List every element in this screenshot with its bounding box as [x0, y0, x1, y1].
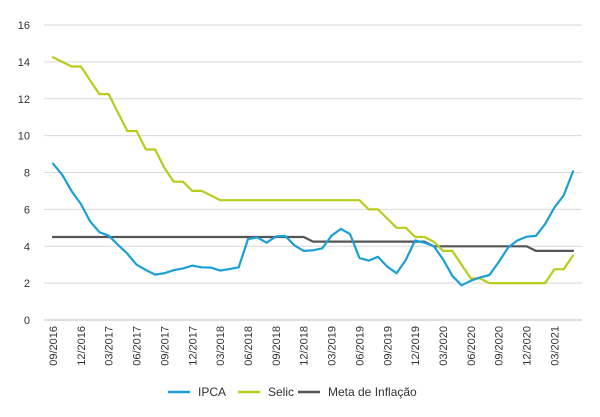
- x-tick-label: 09/2019: [382, 326, 394, 366]
- x-tick-label: 03/2018: [215, 326, 227, 366]
- x-tick-label: 06/2020: [466, 326, 478, 366]
- y-tick-label: 8: [24, 168, 30, 180]
- x-tick-label: 12/2016: [76, 326, 88, 366]
- y-tick-label: 6: [24, 204, 30, 216]
- x-tick-label: 06/2018: [243, 326, 255, 366]
- series-line-ipca: [51, 162, 575, 287]
- y-axis-ticks: 0 2 4 6 8 10 12 14 16: [18, 20, 30, 327]
- x-tick-label: 03/2019: [327, 326, 339, 366]
- legend-label: Meta de Inflação: [328, 385, 417, 399]
- gridlines: [44, 24, 582, 284]
- legend-label: IPCA: [198, 385, 226, 399]
- x-tick-label: 12/2018: [299, 326, 311, 366]
- x-tick-label: 03/2020: [438, 326, 450, 366]
- legend-label: Selic: [268, 385, 294, 399]
- y-tick-label: 14: [18, 57, 30, 69]
- legend: IPCA Selic Meta de Inflação: [168, 385, 417, 399]
- x-tick-label: 06/2017: [132, 326, 144, 366]
- x-tick-label: 12/2020: [522, 326, 534, 366]
- x-tick-label: 09/2020: [494, 326, 506, 366]
- x-tick-label: 12/2017: [187, 326, 199, 366]
- x-tick-label: 03/2017: [104, 326, 116, 366]
- x-tick-label: 06/2019: [354, 326, 366, 366]
- y-tick-label: 2: [24, 278, 30, 290]
- y-tick-label: 0: [24, 315, 30, 327]
- x-axis-ticks: 09/2016 12/2016 03/2017 06/2017 09/2017 12/20…: [48, 326, 561, 366]
- x-tick-label: 12/2019: [410, 326, 422, 366]
- x-tick-label: 09/2016: [48, 326, 60, 366]
- x-tick-label: 09/2018: [271, 326, 283, 366]
- y-tick-label: 4: [24, 241, 30, 253]
- x-tick-label: 03/2021: [549, 326, 561, 366]
- y-tick-label: 10: [18, 131, 30, 143]
- series-lines: [51, 56, 575, 287]
- x-tick-label: 09/2017: [159, 326, 171, 366]
- y-tick-label: 16: [18, 20, 30, 32]
- series-line-meta-de-infla-o: [51, 235, 575, 252]
- series-line-selic: [51, 56, 575, 285]
- y-tick-label: 12: [18, 94, 30, 106]
